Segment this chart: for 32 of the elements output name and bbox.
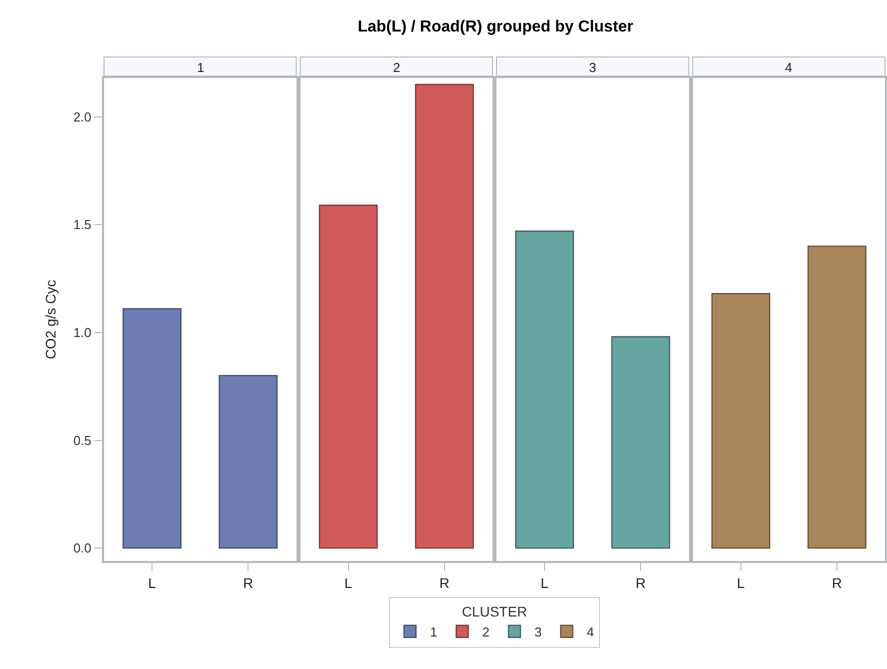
- bar: [318, 204, 378, 549]
- text: 1: [197, 60, 204, 75]
- legend-label: 2: [482, 624, 490, 640]
- y-tick-label: 1.0: [73, 324, 92, 340]
- x-tick-label: R: [439, 574, 450, 591]
- legend-label: 1: [430, 624, 438, 640]
- x-tick-label: L: [540, 574, 549, 591]
- bar: [218, 374, 278, 549]
- x-tick-label: R: [832, 574, 842, 591]
- y-axis-title: CO2 g/s Cyc: [42, 280, 58, 360]
- bar: [415, 84, 474, 549]
- x-tick-label: R: [636, 574, 646, 591]
- text: 4: [785, 60, 792, 75]
- bar: [711, 293, 770, 549]
- text: 2: [393, 60, 400, 75]
- x-tick-label: L: [344, 574, 352, 591]
- bar: [611, 336, 670, 549]
- bar: [122, 308, 182, 549]
- bar: [515, 230, 574, 549]
- chart-title: Lab(L) / Road(R) grouped by Cluster: [358, 18, 634, 36]
- y-tick-label: 0.0: [73, 540, 92, 556]
- legend-title: CLUSTER: [462, 603, 528, 620]
- y-tick-label: 0.5: [73, 432, 92, 448]
- x-tick-label: L: [148, 574, 156, 591]
- x-tick-label: R: [243, 574, 254, 591]
- x-tick-label: L: [736, 574, 745, 591]
- legend-label: 4: [586, 624, 594, 640]
- y-tick-label: 2.0: [73, 109, 92, 124]
- legend-label: 3: [534, 624, 542, 640]
- text: 3: [589, 60, 596, 75]
- bar: [808, 246, 866, 549]
- y-tick-label: 1.5: [73, 217, 92, 232]
